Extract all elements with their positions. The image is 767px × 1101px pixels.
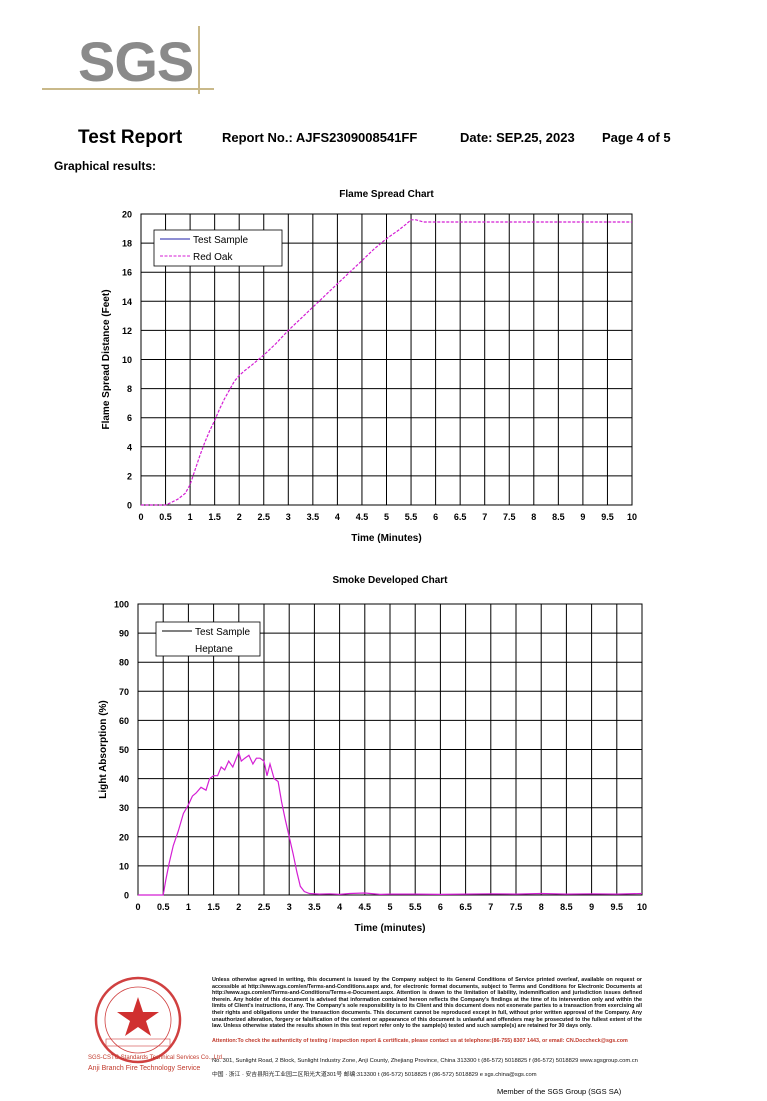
chart1-y-tick-label: 4	[127, 442, 132, 452]
chart2-x-tick-label: 0	[135, 902, 140, 912]
chart2-x-tick-label: 7.5	[510, 902, 523, 912]
logo-rule-vertical	[198, 26, 200, 94]
chart1-x-tick-label: 9	[580, 512, 585, 522]
chart2-legend-label: Test Sample	[195, 627, 250, 638]
chart2-x-tick-label: 5	[387, 902, 392, 912]
chart2-x-tick-label: 10	[637, 902, 647, 912]
chart2-legend-box	[155, 621, 261, 657]
chart1-y-tick-label: 0	[127, 501, 132, 511]
chart2-x-tick-label: 6	[438, 902, 443, 912]
chart1-y-axis-label: Flame Spread Distance (Feet)	[101, 289, 112, 429]
sgs-group-member-line: Member of the SGS Group (SGS SA)	[497, 1087, 622, 1096]
chart2-x-tick-label: 7	[488, 902, 493, 912]
chart1-y-tick-label: 6	[127, 413, 132, 423]
chart2-series-line-heptane	[138, 750, 643, 896]
chart1-series-line-red-oak	[141, 219, 632, 506]
seal-branch-line: Anji Branch Fire Technology Service	[88, 1065, 201, 1072]
chart2-legend-label: Heptane	[195, 644, 233, 655]
chart2-y-tick-label: 40	[119, 774, 129, 784]
chart1-y-tick-label: 10	[122, 355, 132, 365]
chart2-title: Smoke Developed Chart	[332, 575, 448, 586]
inspection-seal-stamp	[94, 976, 182, 1064]
chart1-x-tick-label: 6	[433, 512, 438, 522]
address-chinese: 中国 · 浙江 · 安吉县阳光工业园二区阳光大道301号 邮编:313300 t…	[212, 1072, 537, 1078]
chart2-x-tick-label: 4.5	[359, 902, 372, 912]
chart2-y-tick-label: 80	[119, 658, 129, 668]
footer: SGS-CSTC Standards Technical Services Co…	[88, 965, 688, 1085]
chart2-y-tick-label: 10	[119, 861, 129, 871]
chart1-y-tick-label: 8	[127, 384, 132, 394]
chart2-y-tick-label: 50	[119, 745, 129, 755]
chart2-x-tick-label: 0.5	[157, 902, 170, 912]
chart2-x-tick-label: 3.5	[308, 902, 321, 912]
chart1-x-tick-label: 0.5	[159, 512, 172, 522]
chart2-x-tick-label: 3	[287, 902, 292, 912]
chart2-y-tick-label: 0	[124, 891, 129, 901]
chart2-x-tick-label: 2	[236, 902, 241, 912]
chart1-x-tick-label: 4.5	[356, 512, 369, 522]
chart2-y-tick-label: 30	[119, 803, 129, 813]
chart1-y-tick-label: 16	[122, 268, 132, 278]
chart1-x-tick-label: 10	[627, 512, 637, 522]
chart1-x-tick-label: 5	[384, 512, 389, 522]
chart2-x-tick-label: 8.5	[560, 902, 573, 912]
chart1-x-tick-label: 1.5	[208, 512, 221, 522]
page-number: Page 4 of 5	[602, 130, 671, 145]
chart1-x-tick-label: 2	[237, 512, 242, 522]
chart2-x-tick-label: 4	[337, 902, 342, 912]
chart1-y-tick-label: 18	[122, 239, 132, 249]
chart1-x-tick-label: 7.5	[503, 512, 516, 522]
charts-canvas: Flame Spread Chart 0 0.5 1 1.5 2 2.5 3 3.5 4 4.5 5 5…	[98, 189, 647, 934]
legal-disclaimer: Unless otherwise agreed in writing, this…	[212, 977, 642, 1030]
chart1-y-tick-label: 2	[127, 471, 132, 481]
chart2-x-tick-label: 9	[589, 902, 594, 912]
chart1-y-tick-label: 12	[122, 326, 132, 336]
chart2-y-tick-label: 60	[119, 716, 129, 726]
chart1-x-tick-label: 1	[188, 512, 193, 522]
chart1-x-tick-label: 9.5	[601, 512, 614, 522]
sgs-logo: SGS	[42, 26, 214, 94]
chart1-x-tick-label: 2.5	[257, 512, 270, 522]
chart1-legend-label: Test Sample	[193, 235, 248, 246]
chart2-x-tick-label: 2.5	[258, 902, 271, 912]
chart2-x-tick-label: 9.5	[611, 902, 624, 912]
chart1-x-tick-label: 8	[531, 512, 536, 522]
logo-rule-horizontal	[42, 88, 214, 90]
chart1-legend-label: Red Oak	[193, 252, 233, 263]
chart1-x-tick-label: 5.5	[405, 512, 418, 522]
chart1-legend-box	[153, 229, 283, 267]
chart2-x-axis-label: Time (minutes)	[355, 923, 426, 934]
authenticity-notice: Attention:To check the authenticity of t…	[212, 1038, 628, 1044]
chart1-x-tick-label: 8.5	[552, 512, 565, 522]
chart2-y-axis-label: Light Absorption (%)	[98, 700, 109, 799]
chart1-y-tick-label: 14	[122, 297, 132, 307]
seal-company-line: SGS-CSTC Standards Technical Services Co…	[88, 1055, 224, 1061]
report-date: Date: SEP.25, 2023	[460, 130, 575, 145]
chart1-x-tick-label: 3.5	[307, 512, 320, 522]
chart2-y-tick-label: 70	[119, 687, 129, 697]
chart2-x-tick-label: 6.5	[459, 902, 472, 912]
report-number: Report No.: AJFS2309008541FF	[222, 130, 418, 145]
chart1-y-tick-label: 20	[122, 210, 132, 220]
chart2-y-tick-label: 90	[119, 629, 129, 639]
chart2-x-tick-label: 1.5	[207, 902, 220, 912]
chart2-y-tick-label: 20	[119, 832, 129, 842]
section-heading: Graphical results:	[54, 159, 157, 173]
chart2-x-tick-label: 5.5	[409, 902, 422, 912]
chart2-x-tick-label: 1	[186, 902, 191, 912]
chart1-x-tick-label: 7	[482, 512, 487, 522]
report-title: Test Report	[78, 127, 183, 148]
chart1-title: Flame Spread Chart	[339, 189, 434, 200]
sgs-logo-text: SGS	[78, 30, 194, 93]
chart1-x-tick-label: 0	[138, 512, 143, 522]
chart1-x-tick-label: 4	[335, 512, 340, 522]
chart2-y-tick-label: 100	[114, 600, 129, 610]
address-english: No. 301, Sunlight Road, 2 Block, Sunligh…	[212, 1058, 638, 1064]
chart2-x-tick-label: 8	[539, 902, 544, 912]
chart1-x-axis-label: Time (Minutes)	[351, 533, 421, 544]
chart1-x-tick-label: 3	[286, 512, 291, 522]
chart1-x-tick-label: 6.5	[454, 512, 467, 522]
